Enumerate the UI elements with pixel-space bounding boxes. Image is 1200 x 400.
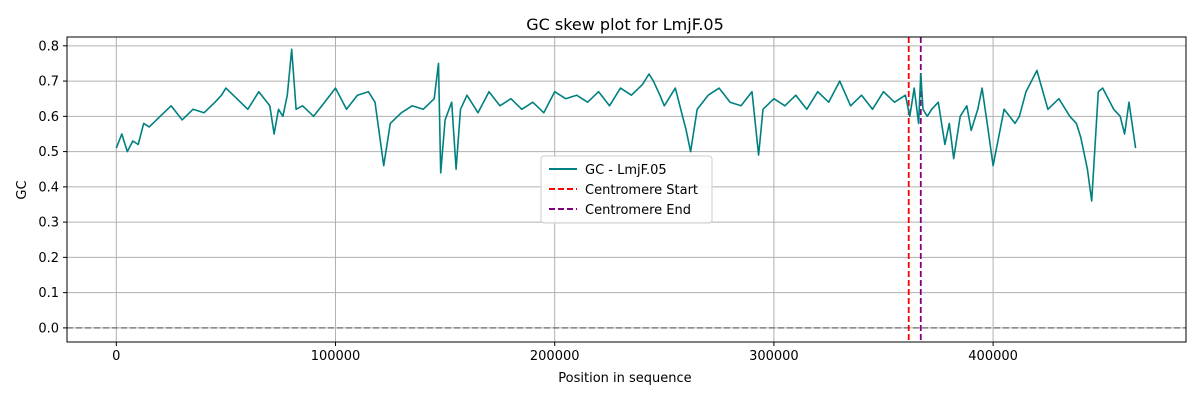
- y-tick-label: 0.4: [38, 180, 59, 195]
- x-tick-label: 200000: [530, 349, 580, 364]
- x-axis-ticks: 0 100000 200000 300000 400000: [112, 342, 1018, 364]
- y-tick-label: 0.5: [38, 145, 59, 160]
- legend-box: [540, 155, 713, 224]
- x-tick-label: 300000: [749, 349, 799, 364]
- x-axis-title: Position in sequence: [558, 371, 691, 386]
- legend-label-centromere-start: Centromere Start: [585, 183, 698, 198]
- legend: GC - LmjF.05 Centromere Start Centromere…: [540, 155, 713, 224]
- gc-series-line: [115, 48, 1137, 202]
- legend-label-series: GC - LmjF.05: [585, 163, 667, 178]
- y-tick-label: 0.1: [38, 286, 59, 301]
- y-axis-ticks: 0.0 0.1 0.2 0.3 0.4 0.5 0.6 0.7 0.8: [38, 39, 67, 336]
- chart-title: GC skew plot for LmjF.05: [526, 15, 724, 34]
- y-tick-label: 0.6: [38, 110, 59, 125]
- y-tick-label: 0.3: [38, 216, 59, 231]
- y-tick-label: 0.7: [38, 75, 59, 90]
- legend-label-centromere-end: Centromere End: [585, 203, 691, 218]
- series-lines: [115, 48, 1137, 202]
- x-tick-label: 100000: [311, 349, 361, 364]
- y-tick-label: 0.8: [38, 39, 59, 54]
- x-tick-label: 400000: [968, 349, 1018, 364]
- y-tick-label: 0.2: [38, 251, 59, 266]
- y-tick-label: 0.0: [38, 321, 59, 336]
- plot-area-frame: [66, 36, 1187, 343]
- y-axis-title: GC: [15, 180, 30, 199]
- x-tick-label: 0: [112, 349, 120, 364]
